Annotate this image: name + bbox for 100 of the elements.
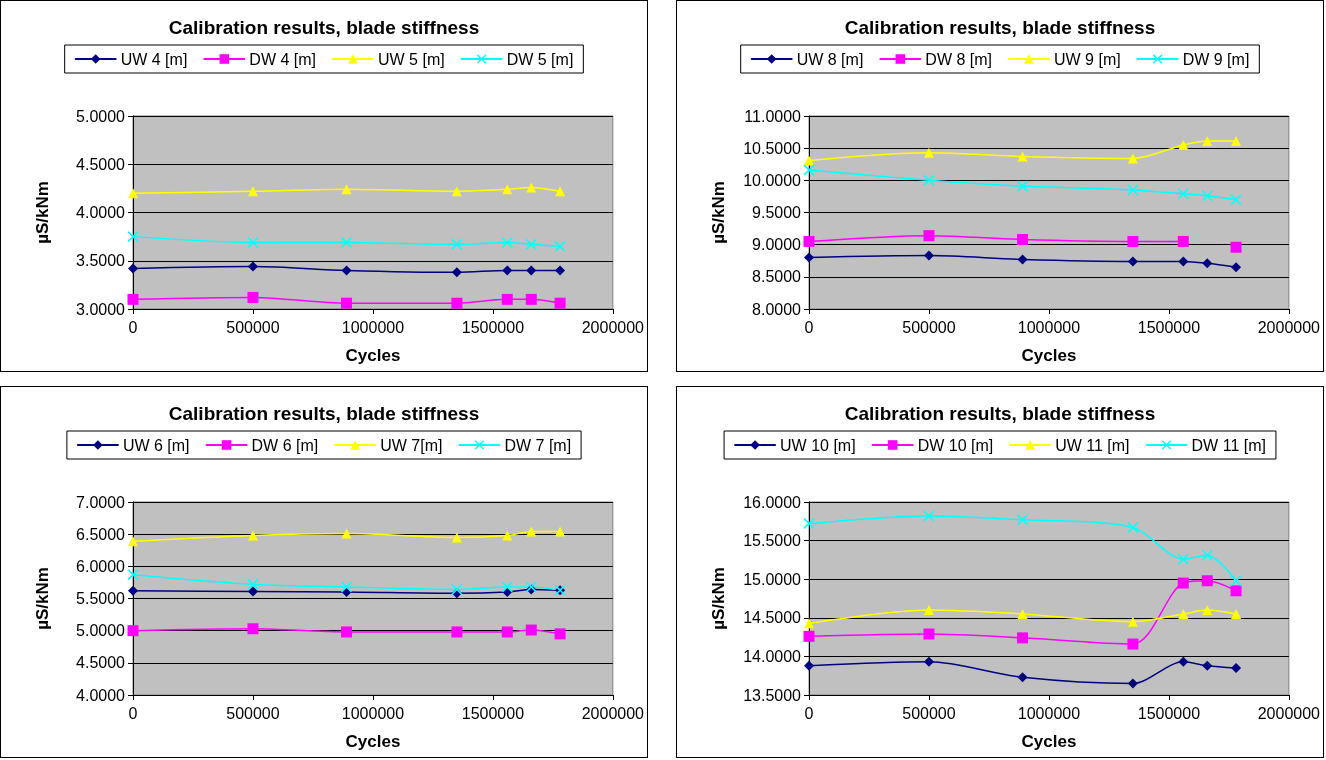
point: [525, 624, 537, 636]
legend-label: UW 8 [m]: [796, 50, 864, 68]
y-tick-label: 4.5000: [76, 654, 126, 672]
point: [247, 236, 259, 248]
y-tick-label: 5.0000: [76, 622, 126, 640]
point: [1127, 616, 1138, 627]
point: [1127, 638, 1139, 650]
point: [451, 626, 463, 638]
point: [451, 238, 463, 250]
point: [923, 628, 935, 640]
chart-title: Calibration results, blade stiffness: [168, 17, 480, 38]
y-axis-title: µS/kNm: [33, 181, 52, 244]
point: [1127, 678, 1138, 689]
legend-label: DW 9 [m]: [1182, 50, 1250, 68]
point: [554, 297, 566, 309]
y-tick-label: 6.5000: [76, 525, 126, 543]
point: [1177, 235, 1189, 247]
legend-label: DW 4 [m]: [249, 50, 317, 68]
point: [1231, 608, 1242, 619]
legend-label: UW 5 [m]: [378, 50, 445, 68]
y-axis-title: µS/kNm: [33, 567, 52, 630]
point: [341, 236, 353, 248]
x-axis-title: Cycles: [1021, 346, 1077, 365]
point: [341, 297, 353, 309]
x-tick-label: 0: [128, 318, 138, 336]
y-tick-label: 3.0000: [76, 300, 126, 318]
point: [247, 291, 259, 303]
point: [247, 586, 258, 597]
point: [1017, 151, 1028, 162]
point: [1201, 549, 1213, 561]
point: [804, 618, 814, 629]
point: [1178, 139, 1189, 150]
point: [1202, 660, 1213, 671]
point: [1231, 662, 1242, 673]
x-axis-title: Cycles: [345, 732, 401, 751]
point: [128, 188, 138, 199]
x-tick-label: 500000: [226, 704, 280, 722]
legend-label: UW 4 [m]: [120, 50, 188, 68]
point: [923, 147, 934, 158]
x-tick-label: 2000000: [1257, 704, 1321, 722]
x-tick-label: 2000000: [1257, 318, 1321, 336]
point: [451, 267, 462, 278]
point: [502, 184, 513, 195]
point: [1201, 575, 1213, 587]
y-tick-label: 7.0000: [76, 493, 126, 511]
y-tick-label: 11.0000: [744, 107, 802, 125]
point: [1017, 608, 1028, 619]
point: [451, 186, 462, 197]
point: [501, 581, 513, 593]
legend-label: DW 8 [m]: [925, 50, 993, 68]
point: [554, 240, 566, 252]
point: [555, 526, 566, 537]
chart-title: Calibration results, blade stiffness: [844, 403, 1156, 424]
point: [1231, 262, 1242, 273]
point: [1177, 577, 1189, 589]
point: [1231, 136, 1242, 147]
point: [923, 605, 934, 616]
point: [501, 236, 513, 248]
point: [555, 186, 566, 197]
point: [502, 530, 513, 541]
x-tick-label: 500000: [902, 704, 956, 722]
y-tick-label: 10.5000: [743, 139, 802, 157]
point: [1230, 241, 1242, 253]
point: [803, 630, 815, 642]
legend-label: UW 7[m]: [380, 436, 443, 454]
point: [1201, 190, 1213, 202]
y-tick-label: 8.0000: [752, 300, 802, 318]
point: [247, 623, 259, 635]
point: [1017, 672, 1028, 683]
y-tick-label: 8.5000: [752, 268, 802, 286]
point: [1017, 234, 1029, 246]
y-axis-title: µS/kNm: [709, 567, 728, 630]
point: [525, 238, 537, 250]
point: [1230, 575, 1242, 587]
point: [923, 656, 934, 667]
point: [1127, 256, 1138, 267]
x-tick-label: 2000000: [581, 318, 645, 336]
point: [341, 184, 352, 195]
point: [128, 263, 138, 274]
point: [1202, 605, 1213, 616]
y-tick-label: 6.0000: [76, 557, 126, 575]
y-tick-label: 9.5000: [752, 204, 802, 221]
point: [127, 231, 139, 243]
y-tick-label: 5.0000: [76, 107, 126, 125]
point: [923, 510, 935, 522]
x-tick-label: 1500000: [461, 704, 525, 722]
y-tick-label: 10.0000: [743, 171, 802, 189]
legend-label: UW 10 [m]: [780, 436, 856, 454]
point: [501, 293, 513, 305]
point: [555, 265, 566, 276]
point: [526, 265, 537, 276]
point: [247, 530, 258, 541]
point: [1017, 632, 1029, 644]
x-tick-label: 1500000: [1137, 318, 1201, 336]
y-tick-label: 14.0000: [743, 647, 802, 665]
x-tick-label: 1000000: [1017, 704, 1081, 722]
point: [1017, 180, 1029, 192]
legend-label: UW 11 [m]: [1055, 436, 1130, 454]
point: [1127, 184, 1139, 196]
point: [451, 297, 463, 309]
